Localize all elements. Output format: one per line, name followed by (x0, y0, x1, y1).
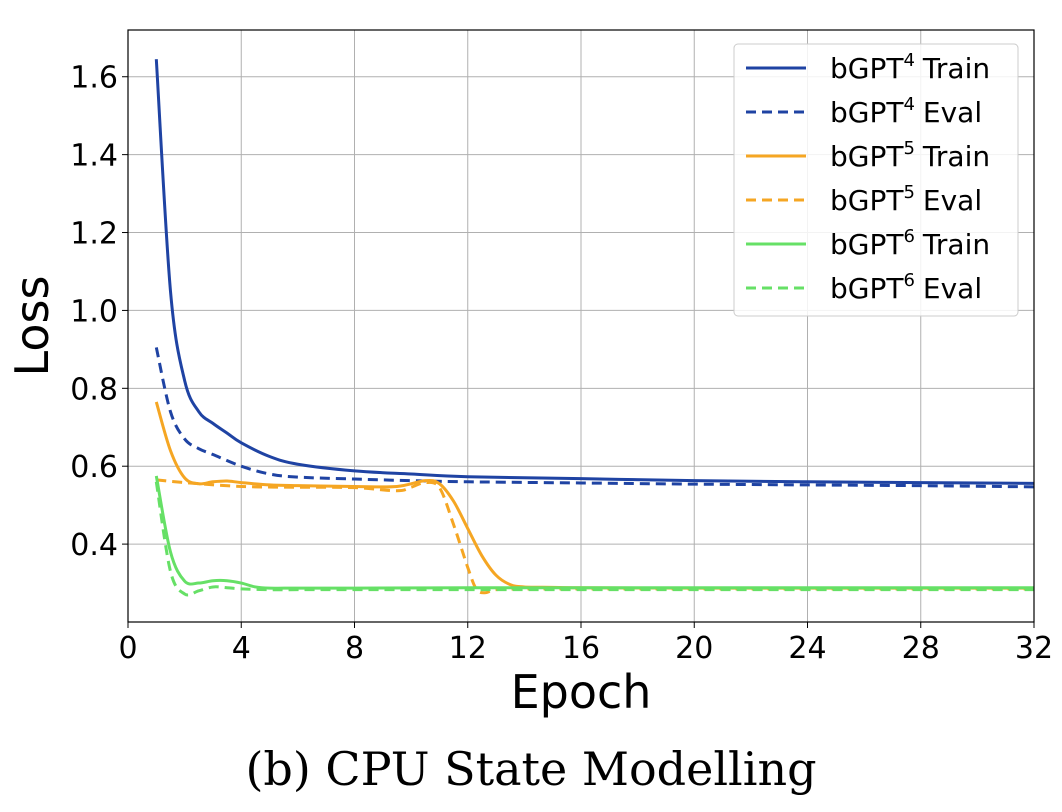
legend-label-sup: 5 (903, 138, 914, 159)
legend-box (733, 43, 1019, 317)
x-tick-label: 8 (345, 631, 364, 666)
legend-label-sup: 6 (903, 226, 914, 247)
legend-label-base: bGPT (830, 272, 904, 305)
legend-label-suffix: Eval (923, 184, 982, 217)
figure-caption: (b) CPU State Modelling (245, 742, 817, 796)
x-tick-label: 20 (675, 631, 713, 666)
legend-label-sup: 4 (903, 94, 914, 115)
y-tick-label: 0.4 (70, 528, 118, 563)
legend-label-base: bGPT (830, 228, 904, 261)
legend-label: bGPT6 Eval (830, 270, 982, 305)
x-tick-label: 28 (902, 631, 940, 666)
loss-chart: 0 4 8 12 16 20 24 28 32 0.4 0.6 0.8 1.0 1.2 1.4 1.6 Epo… (5, 29, 1053, 719)
tick-layer: 0 4 8 12 16 20 24 28 32 0.4 0.6 0.8 1.0 1.2 1.4 1.6 (70, 61, 1053, 666)
y-axis-label: Loss (5, 276, 59, 377)
y-tick-label: 1.4 (70, 139, 118, 174)
legend-label: bGPT6 Train (830, 226, 990, 261)
y-tick-label: 1.2 (70, 217, 118, 252)
y-tick-label: 1.0 (70, 294, 118, 329)
legend-label-sup: 6 (903, 270, 914, 291)
legend-label-sup: 4 (903, 50, 914, 71)
legend-label: bGPT5 Train (830, 138, 990, 173)
legend-label-base: bGPT (830, 140, 904, 173)
x-tick-label: 12 (449, 631, 487, 666)
series-line-bgpt5-train (154, 401, 1034, 590)
legend-label-suffix: Train (922, 140, 990, 173)
legend-label-suffix: Eval (923, 272, 982, 305)
legend-label-suffix: Train (922, 52, 990, 85)
y-tick-label: 1.6 (70, 61, 118, 96)
legend-label-sup: 5 (903, 182, 914, 203)
x-tick-label: 24 (788, 631, 826, 666)
series-line-bgpt6-train (154, 475, 1034, 590)
x-tick-label: 4 (232, 631, 251, 666)
legend-label-base: bGPT (830, 52, 904, 85)
x-tick-label: 16 (562, 631, 600, 666)
legend-label: bGPT4 Eval (830, 94, 982, 129)
y-tick-label: 0.8 (70, 372, 118, 407)
x-axis-label: Epoch (511, 665, 652, 719)
legend-label: bGPT4 Train (830, 50, 990, 85)
legend-label-suffix: Train (922, 228, 990, 261)
legend-label: bGPT5 Eval (830, 182, 982, 217)
legend-label-base: bGPT (830, 184, 904, 217)
x-tick-label: 0 (118, 631, 137, 666)
x-tick-label: 32 (1015, 631, 1053, 666)
series-line-bgpt6-eval (154, 481, 1034, 597)
series-layer (154, 59, 1035, 597)
legend-label-suffix: Eval (923, 96, 982, 129)
series-line-bgpt4-eval (154, 347, 1035, 489)
series-line-bgpt5-eval (156, 478, 1034, 595)
series-line-bgpt4-train (154, 59, 1035, 485)
y-tick-label: 0.6 (70, 450, 118, 485)
legend-label-base: bGPT (830, 96, 904, 129)
